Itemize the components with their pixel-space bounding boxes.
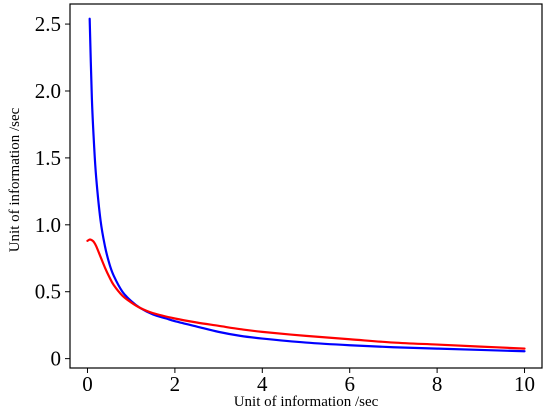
- series-line-1: [88, 17, 526, 353]
- y-tick-label: 2.0: [35, 79, 61, 103]
- y-tick-label: 1.5: [35, 146, 61, 170]
- y-axis: 0 0.5 1.0 1.5 2.0 2.5: [35, 12, 70, 371]
- x-tick-label: 10: [514, 372, 535, 396]
- x-tick-label: 0: [82, 372, 93, 396]
- x-axis-label: Unit of information /sec: [234, 394, 379, 410]
- series-layer: [86, 17, 526, 353]
- x-axis: 0 2 4 6 8 10: [82, 368, 535, 396]
- x-tick-label: 2: [170, 372, 181, 396]
- y-tick-label: 1.0: [35, 213, 61, 237]
- y-tick-label: 2.5: [35, 12, 61, 36]
- x-tick-label: 4: [257, 372, 268, 396]
- x-tick-label: 8: [432, 372, 443, 396]
- x-tick-label: 6: [344, 372, 355, 396]
- series-line-2: [86, 238, 526, 350]
- y-tick-label: 0: [51, 347, 62, 371]
- y-axis-label: Unit of information /sec: [7, 107, 23, 252]
- y-tick-label: 0.5: [35, 280, 61, 304]
- plot-frame: [69, 3, 543, 369]
